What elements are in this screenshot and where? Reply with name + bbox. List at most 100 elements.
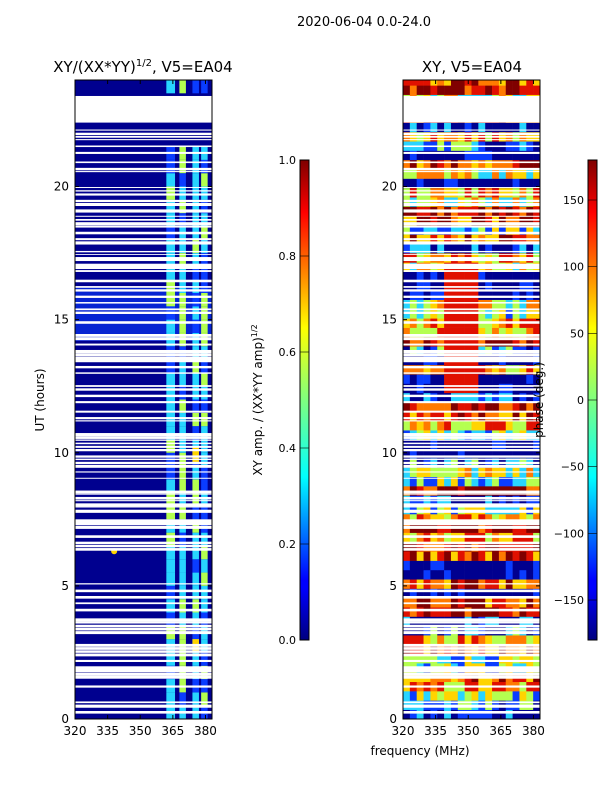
phase-cell [409, 122, 417, 133]
phase-gap-line [403, 394, 540, 398]
phase-cell [512, 364, 520, 375]
phase-gap-line [403, 215, 540, 217]
phase-cell [478, 588, 486, 599]
phase-cell [526, 336, 534, 347]
phase-cell [403, 504, 411, 515]
phase-cell [409, 281, 417, 291]
phase-cell [526, 411, 534, 422]
amplitude-gap-line [75, 250, 212, 253]
phase-cell [505, 336, 513, 347]
phase-cell [450, 281, 459, 291]
phase-cell [437, 588, 445, 599]
phase-cell [492, 392, 500, 403]
amplitude-band-cell [201, 412, 208, 427]
phase-cell [485, 336, 493, 347]
amplitude-band-cell [201, 173, 208, 187]
phase-cell [526, 625, 534, 636]
phase-cell [416, 551, 424, 561]
phase-cell [430, 504, 438, 515]
phase-cell [492, 439, 500, 450]
phase-cell [512, 178, 520, 189]
amplitude-band-cell [192, 665, 199, 680]
phase-cell [423, 271, 431, 282]
phase-gap-line [403, 627, 540, 631]
phase-cell [519, 374, 527, 384]
amplitude-gap-line [75, 295, 212, 298]
phase-cell [437, 364, 445, 375]
amplitude-gap-line [75, 289, 212, 292]
phase-cell [444, 187, 452, 198]
amplitude-gap-line [75, 653, 212, 657]
phase-cell [533, 569, 541, 580]
phase-gap-band [403, 257, 540, 262]
phase-cell [430, 402, 438, 412]
amplitude-band-cell [201, 692, 208, 706]
phase-cell [505, 243, 513, 254]
amplitude-band-cell [179, 665, 186, 680]
phase-cell [471, 271, 479, 282]
phase-cell [471, 551, 479, 561]
phase-cell [485, 560, 493, 571]
phase-gap-line [403, 385, 540, 387]
phase-cell [505, 513, 513, 524]
phase-cell [444, 299, 452, 310]
phase-cb-tick-label: 100 [563, 261, 584, 274]
amplitude-gap-line [75, 669, 212, 673]
phase-cell [505, 411, 513, 422]
phase-cb-tick-label: −150 [554, 594, 584, 607]
amplitude-ytick-label: 0 [61, 712, 69, 726]
phase-cell [471, 364, 479, 375]
phase-cell [437, 420, 445, 431]
phase-gap-line [403, 666, 540, 670]
phase-cell [403, 625, 411, 636]
phase-gap-line [403, 302, 540, 304]
phase-cell [512, 299, 520, 310]
phase-cell [444, 169, 452, 179]
phase-cell [492, 653, 500, 664]
amplitude-gap-line [75, 238, 212, 241]
phase-cell [526, 299, 534, 310]
phase-cell [492, 290, 500, 300]
phase-cell [409, 411, 417, 422]
amplitude-cb-tick-label: 0.0 [279, 634, 297, 647]
phase-cell [423, 159, 431, 170]
phase-gap-band [403, 356, 540, 363]
phase-cell [505, 635, 513, 645]
phase-cell [403, 290, 411, 300]
phase-cell [403, 150, 411, 161]
phase-cell [464, 187, 472, 198]
phase-cell [457, 551, 465, 561]
phase-cell [478, 243, 486, 254]
phase-cell [512, 243, 520, 254]
phase-cell [464, 448, 472, 459]
phase-cell [444, 635, 452, 645]
amplitude-band-cell [179, 652, 186, 666]
phase-cell [457, 709, 465, 720]
phase-cell [533, 336, 541, 347]
phase-cell [444, 476, 452, 487]
amplitude-band-cell [179, 572, 186, 586]
phase-gap-line [403, 493, 540, 495]
phase-cell [464, 374, 472, 384]
phase-cell [498, 635, 507, 645]
phase-cell [464, 122, 472, 133]
phase-cell [478, 551, 486, 561]
phase-cell [505, 448, 513, 459]
phase-gap-line [403, 222, 540, 226]
phase-cell [512, 402, 520, 412]
phase-cell [519, 569, 527, 580]
phase-cell [416, 85, 424, 95]
phase-cell [471, 588, 479, 599]
phase-cell [533, 80, 541, 86]
phase-cell [457, 187, 465, 198]
phase-cell [485, 709, 493, 720]
phase-cell [437, 299, 445, 310]
amplitude-band-cell [179, 426, 186, 440]
phase-xtick-label: 380 [522, 724, 545, 738]
phase-cell [533, 588, 541, 599]
phase-cell [444, 709, 452, 720]
phase-cell [471, 635, 479, 645]
phase-cell [409, 327, 417, 338]
phase-cell [519, 281, 527, 291]
phase-xtick-label: 350 [457, 724, 480, 738]
